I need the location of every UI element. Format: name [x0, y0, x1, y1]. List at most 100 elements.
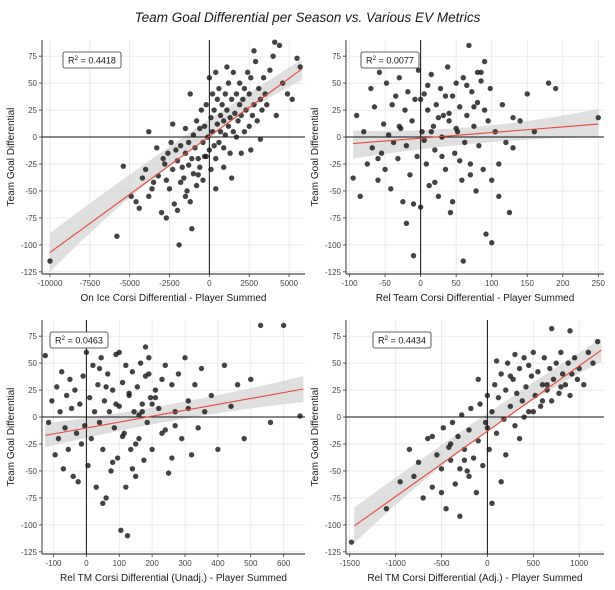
data-point — [512, 422, 518, 429]
data-point — [453, 125, 459, 132]
data-point — [240, 96, 246, 103]
data-point — [63, 392, 70, 399]
r-squared-value: = 0.4434 — [388, 336, 426, 346]
data-point — [516, 435, 523, 442]
data-point — [192, 382, 198, 388]
r-squared-symbol: R — [378, 336, 385, 346]
data-point — [225, 80, 232, 86]
data-point — [390, 139, 397, 146]
data-point — [215, 446, 221, 453]
data-point — [361, 128, 367, 135]
data-point — [440, 425, 447, 431]
data-point — [523, 384, 529, 390]
data-point — [109, 459, 116, 466]
data-point — [495, 394, 502, 401]
data-point — [470, 455, 477, 461]
data-point — [252, 58, 259, 65]
data-point — [455, 433, 461, 440]
data-point — [571, 355, 578, 361]
data-point — [195, 172, 201, 178]
data-point — [294, 55, 300, 62]
data-point — [539, 382, 546, 388]
data-point — [47, 258, 53, 264]
data-point — [119, 379, 126, 386]
data-point — [498, 371, 504, 377]
y-tick-label: -125 — [325, 268, 342, 277]
data-point — [280, 322, 287, 329]
confidence-band — [354, 338, 602, 544]
data-point — [169, 382, 175, 388]
data-point — [267, 419, 274, 426]
data-point — [95, 382, 101, 388]
data-point — [82, 422, 88, 429]
data-point — [187, 199, 193, 205]
data-point — [524, 91, 530, 97]
data-point — [129, 466, 136, 472]
data-point — [420, 495, 426, 501]
data-point — [428, 128, 434, 135]
data-point — [256, 85, 262, 92]
data-point — [88, 435, 95, 442]
data-point — [129, 369, 136, 375]
y-axis-label: Team Goal Differential — [310, 108, 321, 207]
data-point — [228, 403, 234, 409]
data-point — [510, 114, 516, 121]
data-point — [425, 107, 431, 113]
data-point — [241, 435, 247, 442]
data-point — [184, 188, 190, 194]
data-point — [139, 175, 146, 181]
data-point — [221, 145, 227, 151]
data-point — [200, 139, 206, 146]
data-point — [514, 390, 520, 397]
data-point — [581, 382, 587, 388]
data-point — [147, 394, 154, 401]
y-tick-label: -125 — [21, 548, 38, 557]
data-point — [443, 506, 449, 512]
data-point — [233, 91, 240, 97]
data-point — [396, 75, 403, 81]
data-point — [276, 42, 283, 49]
data-point — [55, 435, 62, 442]
data-point — [368, 85, 374, 92]
x-tick-label: 600 — [277, 559, 291, 568]
data-point — [481, 58, 488, 65]
data-point — [380, 121, 387, 127]
data-point — [75, 479, 81, 485]
data-point — [152, 394, 159, 401]
data-point — [221, 164, 227, 170]
data-point — [228, 96, 235, 103]
x-tick-label: 200 — [145, 559, 159, 568]
data-point — [471, 123, 477, 129]
data-point — [198, 365, 205, 372]
y-tick-label: 0 — [33, 133, 38, 142]
data-point — [118, 527, 124, 533]
data-point — [428, 71, 434, 78]
data-point — [567, 392, 573, 399]
data-point — [96, 365, 103, 372]
x-axis-label: On Ice Corsi Differential - Player Summe… — [81, 293, 267, 304]
r-squared-box — [372, 331, 432, 349]
data-point — [385, 132, 392, 138]
data-point — [415, 459, 422, 466]
data-point — [348, 539, 355, 545]
data-point — [179, 164, 185, 170]
data-point — [559, 371, 566, 377]
data-point — [170, 166, 176, 173]
data-point — [211, 142, 217, 149]
data-point — [73, 430, 80, 436]
y-tick-label: 75 — [332, 332, 341, 341]
data-point — [49, 398, 55, 404]
data-point — [225, 123, 232, 129]
data-point — [59, 369, 65, 375]
data-point — [193, 118, 200, 124]
data-point — [544, 382, 550, 388]
data-point — [146, 355, 152, 361]
data-point — [526, 408, 532, 415]
data-point — [480, 166, 486, 173]
regression-line — [353, 349, 602, 527]
chart-panel-1: -10000 -7500 -5000 -2500 0 2500 5000-125-100-7… — [6, 39, 305, 304]
data-point — [132, 473, 139, 480]
data-point — [248, 75, 254, 81]
data-point — [235, 118, 241, 124]
data-point — [489, 240, 495, 246]
